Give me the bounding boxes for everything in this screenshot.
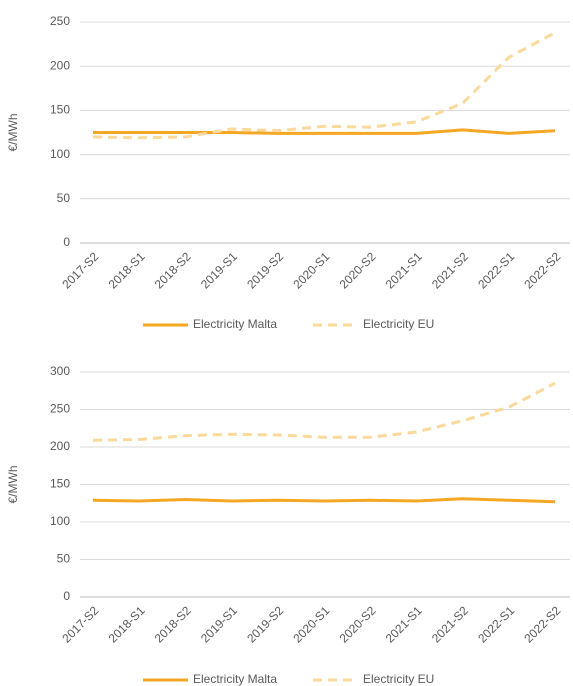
- y-tick-label: 50: [57, 191, 71, 205]
- legend-label: Electricity Malta: [193, 672, 277, 686]
- legend-label: Electricity Malta: [193, 317, 277, 331]
- y-axis-label: €/MWh: [6, 113, 20, 151]
- y-tick-label: 50: [57, 552, 71, 566]
- legend-label: Electricity EU: [363, 672, 434, 686]
- y-tick-label: 150: [50, 103, 70, 117]
- x-tick-label: 2022-S1: [475, 249, 517, 291]
- x-tick-label: 2018-S2: [152, 603, 194, 645]
- x-tick-label: 2017-S2: [59, 603, 101, 645]
- y-tick-label: 150: [50, 477, 70, 491]
- series-line: [92, 381, 556, 442]
- y-tick-label: 250: [50, 402, 70, 416]
- x-tick-label: 2021-S2: [429, 249, 471, 291]
- x-tick-label: 2019-S2: [244, 249, 286, 291]
- x-tick-label: 2019-S2: [244, 603, 286, 645]
- y-tick-label: 100: [50, 147, 70, 161]
- series-line: [92, 31, 556, 140]
- x-tick-label: 2019-S1: [198, 249, 240, 291]
- x-tick-label: 2022-S2: [521, 249, 563, 291]
- series-line: [93, 128, 556, 135]
- x-tick-label: 2019-S1: [198, 603, 240, 645]
- x-tick-label: 2018-S2: [152, 249, 194, 291]
- y-tick-label: 250: [50, 14, 70, 28]
- legend-label: Electricity EU: [363, 317, 434, 331]
- y-tick-label: 0: [63, 589, 70, 603]
- x-tick-label: 2020-S1: [290, 603, 332, 645]
- y-tick-label: 0: [63, 235, 70, 249]
- y-tick-label: 200: [50, 58, 70, 72]
- x-tick-label: 2021-S1: [383, 249, 425, 291]
- x-tick-label: 2017-S2: [59, 249, 101, 291]
- y-tick-label: 100: [50, 514, 70, 528]
- y-tick-label: 200: [50, 439, 70, 453]
- x-tick-label: 2021-S2: [429, 603, 471, 645]
- x-tick-label: 2022-S1: [475, 603, 517, 645]
- x-tick-label: 2022-S2: [521, 603, 563, 645]
- y-axis-label: €/MWh: [6, 465, 20, 503]
- series-line: [92, 497, 556, 504]
- x-tick-label: 2021-S1: [383, 603, 425, 645]
- x-tick-label: 2020-S2: [337, 249, 379, 291]
- x-tick-label: 2020-S2: [337, 603, 379, 645]
- x-tick-label: 2018-S1: [106, 249, 148, 291]
- y-tick-label: 300: [50, 364, 70, 378]
- x-tick-label: 2020-S1: [290, 249, 332, 291]
- x-tick-label: 2018-S1: [106, 603, 148, 645]
